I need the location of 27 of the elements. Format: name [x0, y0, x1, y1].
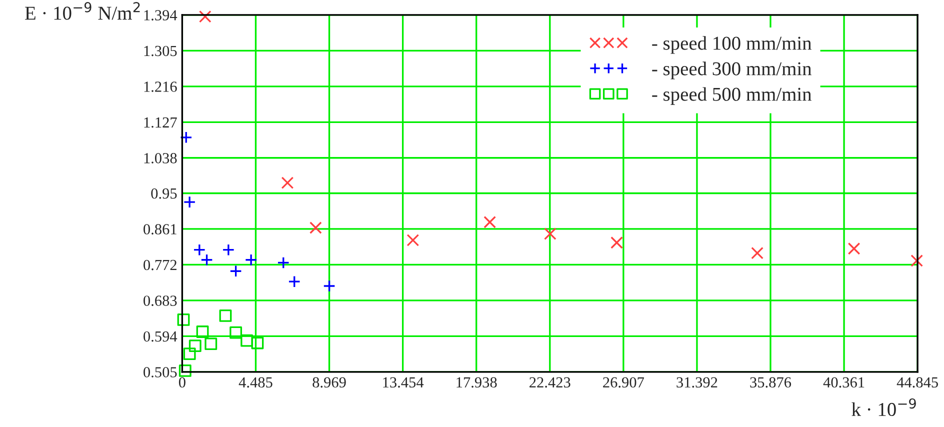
x-tick-label: 40.361 — [823, 377, 864, 388]
x-tick-label: 31.392 — [676, 377, 718, 388]
x-tick-label: 13.454 — [383, 377, 424, 388]
y-axis-title: E · 10$^{−9}$ N/m$^{2}$ — [25, 2, 140, 20]
y-tick-label: 1.305 — [144, 46, 177, 56]
x-tick-label: 8.969 — [312, 377, 346, 388]
y-tick-label: 0.683 — [144, 296, 177, 306]
x-tick-label: 0 — [178, 377, 186, 388]
y-tick-label: 1.394 — [144, 10, 178, 20]
y-tick-label: 1.127 — [144, 117, 177, 128]
x-tick-label: 44.845 — [896, 377, 938, 388]
x-tick-label: 22.423 — [530, 377, 570, 388]
y-tick-label: 0.95 — [151, 188, 177, 199]
x-tick-label: 26.907 — [603, 377, 644, 388]
y-tick-label: 0.594 — [144, 331, 178, 342]
y-tick-label: 0.861 — [144, 224, 176, 234]
x-axis-title: k · 10$^{−9}$ — [852, 398, 916, 416]
x-tick-label: 4.485 — [238, 377, 272, 388]
legend-label: - speed 500 mm/min — [652, 87, 812, 105]
y-tick-label: 1.216 — [144, 82, 177, 92]
legend-label: - speed 100 mm/min — [652, 36, 812, 54]
y-tick-label: 0.505 — [144, 367, 177, 378]
legend-label: - speed 300 mm/min — [652, 62, 812, 80]
y-tick-label: 0.772 — [144, 260, 176, 270]
x-tick-label: 35.876 — [750, 377, 792, 388]
x-tick-label: 17.938 — [456, 377, 497, 388]
y-tick-label: 1.038 — [144, 153, 177, 164]
